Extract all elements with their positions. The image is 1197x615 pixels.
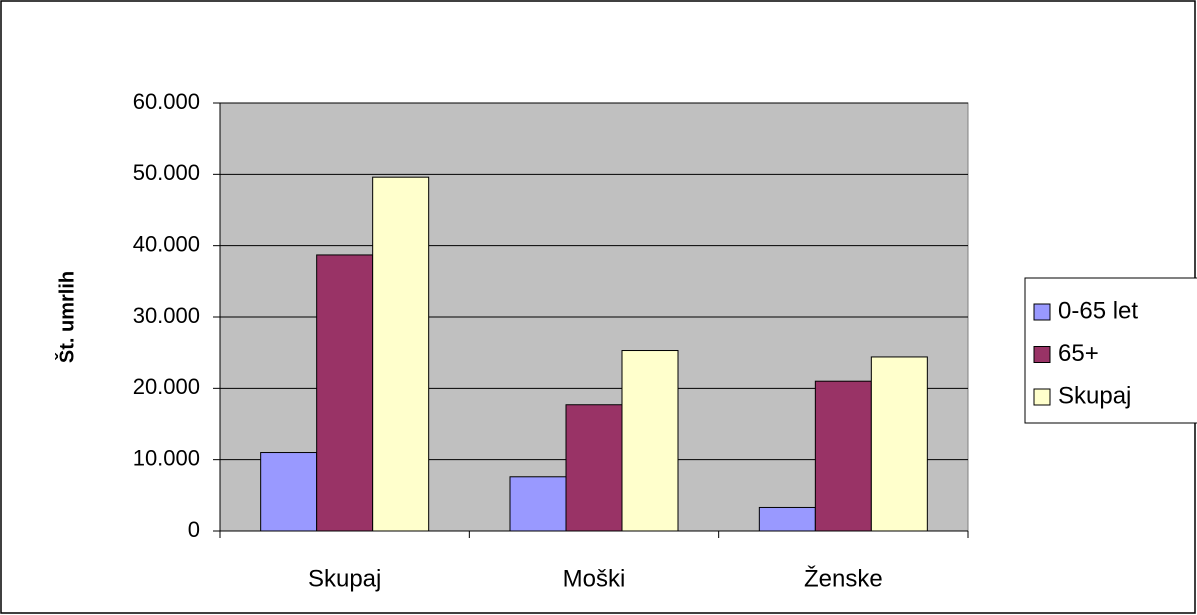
y-tick-label: 10.000 bbox=[133, 445, 200, 470]
y-tick-label: 30.000 bbox=[133, 303, 200, 328]
bar bbox=[260, 452, 318, 532]
legend-label: 65+ bbox=[1058, 340, 1099, 367]
bar bbox=[621, 350, 679, 532]
bar bbox=[814, 380, 872, 532]
bar bbox=[870, 356, 928, 532]
bar bbox=[509, 476, 567, 532]
x-tick-label: Moški bbox=[563, 565, 626, 592]
bar bbox=[372, 176, 430, 532]
y-tick-label: 50.000 bbox=[133, 160, 200, 185]
y-tick-label: 20.000 bbox=[133, 374, 200, 399]
legend-label: 0-65 let bbox=[1058, 297, 1138, 324]
bar bbox=[565, 404, 623, 532]
x-tick-label: Skupaj bbox=[308, 565, 381, 592]
x-tick-label: Ženske bbox=[804, 565, 883, 592]
y-tick-label: 40.000 bbox=[133, 231, 200, 256]
legend-swatch bbox=[1033, 303, 1051, 321]
legend-box bbox=[1024, 277, 1197, 424]
bar bbox=[316, 254, 374, 532]
legend-swatch bbox=[1033, 388, 1051, 406]
y-tick-label: 0 bbox=[188, 517, 200, 542]
legend-label: Skupaj bbox=[1058, 382, 1131, 409]
y-tick-label: 60.000 bbox=[133, 89, 200, 114]
bar bbox=[758, 506, 816, 532]
y-axis-title: Št. umrlih bbox=[54, 271, 78, 363]
legend-swatch bbox=[1033, 346, 1051, 363]
